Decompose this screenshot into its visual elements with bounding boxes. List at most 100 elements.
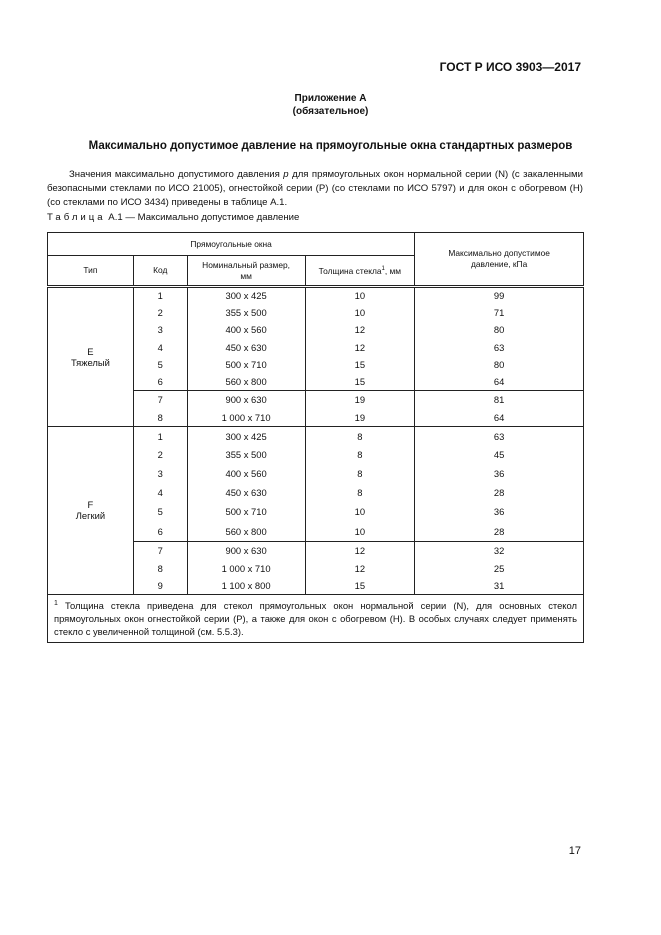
- standard-number: ГОСТ Р ИСО 3903—2017: [439, 60, 581, 74]
- header-pressure: Максимально допустимое давление, кПа: [414, 232, 584, 288]
- pressure-cell: 80: [414, 355, 584, 373]
- code-cell: 2: [132, 303, 188, 322]
- para-symbol: p: [283, 169, 289, 180]
- pressure-cell: 45: [414, 445, 584, 465]
- header-type: Тип: [47, 255, 134, 288]
- thickness-cell: 15: [304, 372, 416, 391]
- table-footnote: 1 Толщина стекла приведена для стекол пр…: [47, 593, 584, 644]
- size-cell: 500 x 710: [186, 355, 306, 373]
- thickness-cell: 10: [304, 303, 416, 322]
- thickness-cell: 10: [304, 285, 416, 304]
- code-cell: 4: [132, 338, 188, 356]
- code-cell: 5: [132, 502, 188, 522]
- pressure-cell: 80: [414, 321, 584, 339]
- code-cell: 7: [132, 389, 188, 409]
- thickness-cell: 8: [304, 445, 416, 465]
- table-row: 4 450 x 630 8 28: [48, 483, 584, 503]
- thickness-cell: 15: [304, 355, 416, 373]
- code-cell: 6: [132, 372, 188, 391]
- appendix-status: (обязательное): [292, 106, 369, 117]
- table-row: F Легкий 1 300 x 425 8 63: [47, 425, 584, 595]
- size-cell: 355 x 500: [186, 445, 306, 465]
- code-cell: 3: [132, 464, 188, 484]
- header-thickness: Толщина стекла1, мм: [304, 255, 416, 288]
- table-row: E Тяжелый 1 300 x 425 10 99: [47, 285, 584, 427]
- size-cell: 400 x 560: [186, 321, 306, 339]
- thickness-cell: 12: [304, 321, 416, 339]
- table-row: 6 560 x 800 10 28: [48, 521, 584, 542]
- type-name: Легкий: [75, 510, 106, 522]
- table-row: 4 450 x 630 12 63: [48, 338, 584, 356]
- type-letter: E: [87, 345, 94, 357]
- size-cell: 1 000 x 710: [186, 408, 306, 427]
- section-title: Максимально допустимое давление на прямо…: [88, 140, 573, 152]
- thickness-cell: 19: [304, 389, 416, 409]
- thickness-cell: 8: [304, 483, 416, 503]
- table-row: 5 500 x 710 10 36: [48, 502, 584, 522]
- table-row: 7 900 x 630 12 32: [48, 540, 584, 560]
- thickness-cell: 10: [304, 502, 416, 522]
- size-cell: 1 100 x 800: [186, 576, 306, 595]
- header-group: Прямоугольные окна: [46, 232, 416, 256]
- pressure-cell: 28: [414, 521, 584, 542]
- table-caption: Таблица А.1 — Максимально допустимое дав…: [47, 212, 299, 223]
- pressure-cell: 36: [414, 502, 584, 522]
- caption-word: Таблица: [47, 212, 106, 223]
- size-cell: 1 000 x 710: [186, 559, 306, 577]
- table-row: 2 355 x 500 8 45: [48, 445, 584, 465]
- para-text: Значения максимально допустимого давлени…: [69, 169, 284, 180]
- type-letter: F: [87, 499, 94, 511]
- code-cell: 3: [132, 321, 188, 339]
- type-cell: E Тяжелый: [47, 286, 134, 427]
- thickness-cell: 12: [304, 540, 416, 560]
- size-cell: 900 x 630: [186, 389, 306, 409]
- code-cell: 7: [132, 540, 188, 560]
- code-cell: 8: [132, 559, 188, 577]
- thickness-cell: 12: [304, 338, 416, 356]
- type-name: Тяжелый: [70, 356, 110, 368]
- pressure-cell: 64: [414, 408, 584, 427]
- thickness-cell: 12: [304, 559, 416, 577]
- table-row: 5 500 x 710 15 80: [48, 355, 584, 373]
- header-size: Номинальный размер, мм: [186, 255, 306, 288]
- code-cell: 5: [132, 355, 188, 373]
- size-cell: 450 x 630: [186, 483, 306, 503]
- table-row: 3 400 x 560 8 36: [48, 464, 584, 484]
- pressure-cell: 28: [414, 483, 584, 503]
- caption-text: А.1 — Максимально допустимое давление: [105, 212, 300, 223]
- thickness-cell: 15: [304, 576, 416, 595]
- size-cell: 300 x 425: [186, 425, 306, 446]
- code-cell: 1: [132, 285, 188, 304]
- thickness-cell: 8: [304, 425, 416, 446]
- table-row: 7 900 x 630 19 81: [48, 389, 584, 409]
- size-cell: 900 x 630: [186, 540, 306, 560]
- size-cell: 355 x 500: [186, 303, 306, 322]
- para-text: для прямоугольных окон нормальной серии …: [47, 169, 584, 208]
- pressure-cell: 25: [414, 559, 584, 577]
- pressure-cell: 63: [414, 425, 584, 446]
- pressure-cell: 32: [414, 540, 584, 560]
- appendix-heading: Приложение А (обязательное): [0, 92, 661, 118]
- pressure-cell: 31: [414, 576, 584, 595]
- code-cell: 1: [132, 425, 188, 446]
- table-row: 2 355 x 500 10 71: [48, 303, 584, 322]
- pressure-cell: 71: [414, 303, 584, 322]
- code-cell: 8: [132, 408, 188, 427]
- size-cell: 560 x 800: [186, 372, 306, 391]
- table-row: 3 400 x 560 12 80: [48, 321, 584, 339]
- code-cell: 4: [132, 483, 188, 503]
- intro-paragraph: Значения максимально допустимого давлени…: [47, 168, 583, 210]
- pressure-table: Прямоугольные окна Максимально допустимо…: [46, 232, 584, 644]
- thickness-cell: 19: [304, 408, 416, 427]
- code-cell: 6: [132, 521, 188, 542]
- size-cell: 300 x 425: [186, 285, 306, 304]
- thickness-cell: 10: [304, 521, 416, 542]
- size-cell: 400 x 560: [186, 464, 306, 484]
- size-cell: 560 x 800: [186, 521, 306, 542]
- pressure-cell: 81: [414, 389, 584, 409]
- code-cell: 9: [132, 576, 188, 595]
- pressure-cell: 99: [414, 285, 584, 304]
- header-code: Код: [132, 255, 188, 288]
